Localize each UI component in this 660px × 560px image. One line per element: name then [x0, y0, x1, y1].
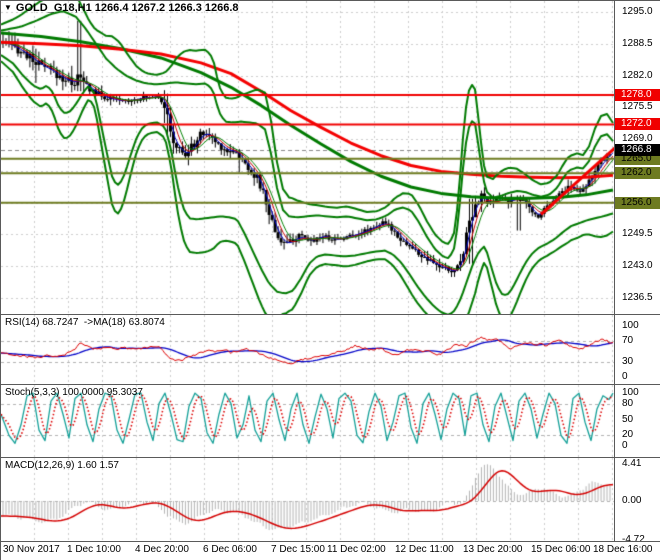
y-axis-label: 4.41 [622, 458, 642, 470]
y-axis-label: 50 [622, 413, 634, 425]
price-level-badge: 1278.0 [615, 89, 660, 102]
stoch-indicator-label: Stoch(5,3,3) 100.0000 95.3037 [5, 387, 143, 398]
rsi-panel [1, 315, 614, 384]
panel-splitter[interactable] [1, 384, 660, 385]
rsi-chart-canvas[interactable] [1, 315, 614, 384]
y-axis-label: 1243.0 [622, 260, 653, 272]
x-axis-label: 18 Dec 16:00 [593, 544, 653, 555]
y-axis-label: 0.00 [622, 494, 642, 506]
x-axis-label: 12 Dec 11:00 [395, 544, 454, 555]
x-axis-label: 6 Dec 06:00 [203, 544, 257, 555]
x-axis-label: 11 Dec 02:00 [327, 544, 386, 555]
macd-indicator-label: MACD(12,26,9) 1.60 1.57 [5, 460, 119, 471]
y-axis-label: 1275.5 [622, 101, 653, 113]
x-axis-label: 7 Dec 15:00 [271, 544, 325, 555]
chart-title: ▼ GOLD_G18,H1 1266.4 1267.2 1266.3 1266.8 [4, 2, 239, 14]
macd-panel [1, 458, 614, 541]
y-axis-label: 20 [622, 429, 634, 441]
price-axis[interactable]: 1295.0 1288.5 1282.0 1275.5 1269.0 1249.5 1243… [614, 1, 660, 545]
y-axis-label: 1282.0 [622, 69, 653, 81]
price-level-badge: 1272.0 [615, 118, 660, 131]
y-axis-label: 1295.0 [622, 6, 653, 17]
y-axis-label: -4.72 [622, 534, 645, 546]
y-axis-label: 80 [622, 397, 634, 409]
y-axis-label: 1288.5 [622, 37, 653, 49]
y-axis-label: 100 [622, 320, 639, 332]
y-axis-label: 30 [622, 355, 634, 367]
price-level-badge: 1266.8 [615, 143, 660, 156]
y-axis-label: 100 [622, 387, 639, 399]
x-axis-label: 4 Dec 20:00 [135, 544, 189, 555]
price-level-badge: 1256.0 [615, 196, 660, 209]
y-axis-label: 1236.5 [622, 292, 653, 303]
stoch-chart-canvas[interactable] [1, 385, 614, 457]
x-axis-label: 15 Dec 06:00 [531, 544, 591, 555]
y-axis-label: 1269.0 [622, 133, 653, 145]
price-chart-canvas[interactable] [1, 1, 614, 314]
time-axis[interactable]: 30 Nov 2017 1 Dec 10:00 4 Dec 20:00 6 Dec 0… [1, 542, 660, 560]
panel-splitter[interactable] [1, 457, 660, 458]
x-axis-label: 30 Nov 2017 [3, 544, 60, 555]
price-level-badge: 1262.0 [615, 167, 660, 180]
y-axis-label: 0 [622, 439, 628, 451]
y-axis-label: 1249.5 [622, 228, 653, 240]
main-price-panel [1, 1, 614, 314]
stoch-panel [1, 385, 614, 457]
ohlc-quote-label: 1266.4 1267.2 1266.3 1266.8 [94, 2, 239, 14]
macd-chart-canvas[interactable] [1, 458, 614, 541]
panel-splitter[interactable] [1, 314, 660, 315]
y-axis-label: 0 [622, 370, 628, 382]
x-axis-label: 1 Dec 10:00 [67, 544, 121, 555]
symbol-dropdown-icon[interactable]: ▼ [4, 3, 12, 12]
symbol-period-label: GOLD_G18,H1 [15, 2, 92, 14]
x-axis-label: 13 Dec 20:00 [463, 544, 523, 555]
rsi-indicator-label: RSI(14) 68.7247 ->MA(18) 63.8074 [5, 317, 165, 328]
panel-splitter[interactable] [1, 541, 660, 542]
y-axis-label: 70 [622, 335, 634, 347]
